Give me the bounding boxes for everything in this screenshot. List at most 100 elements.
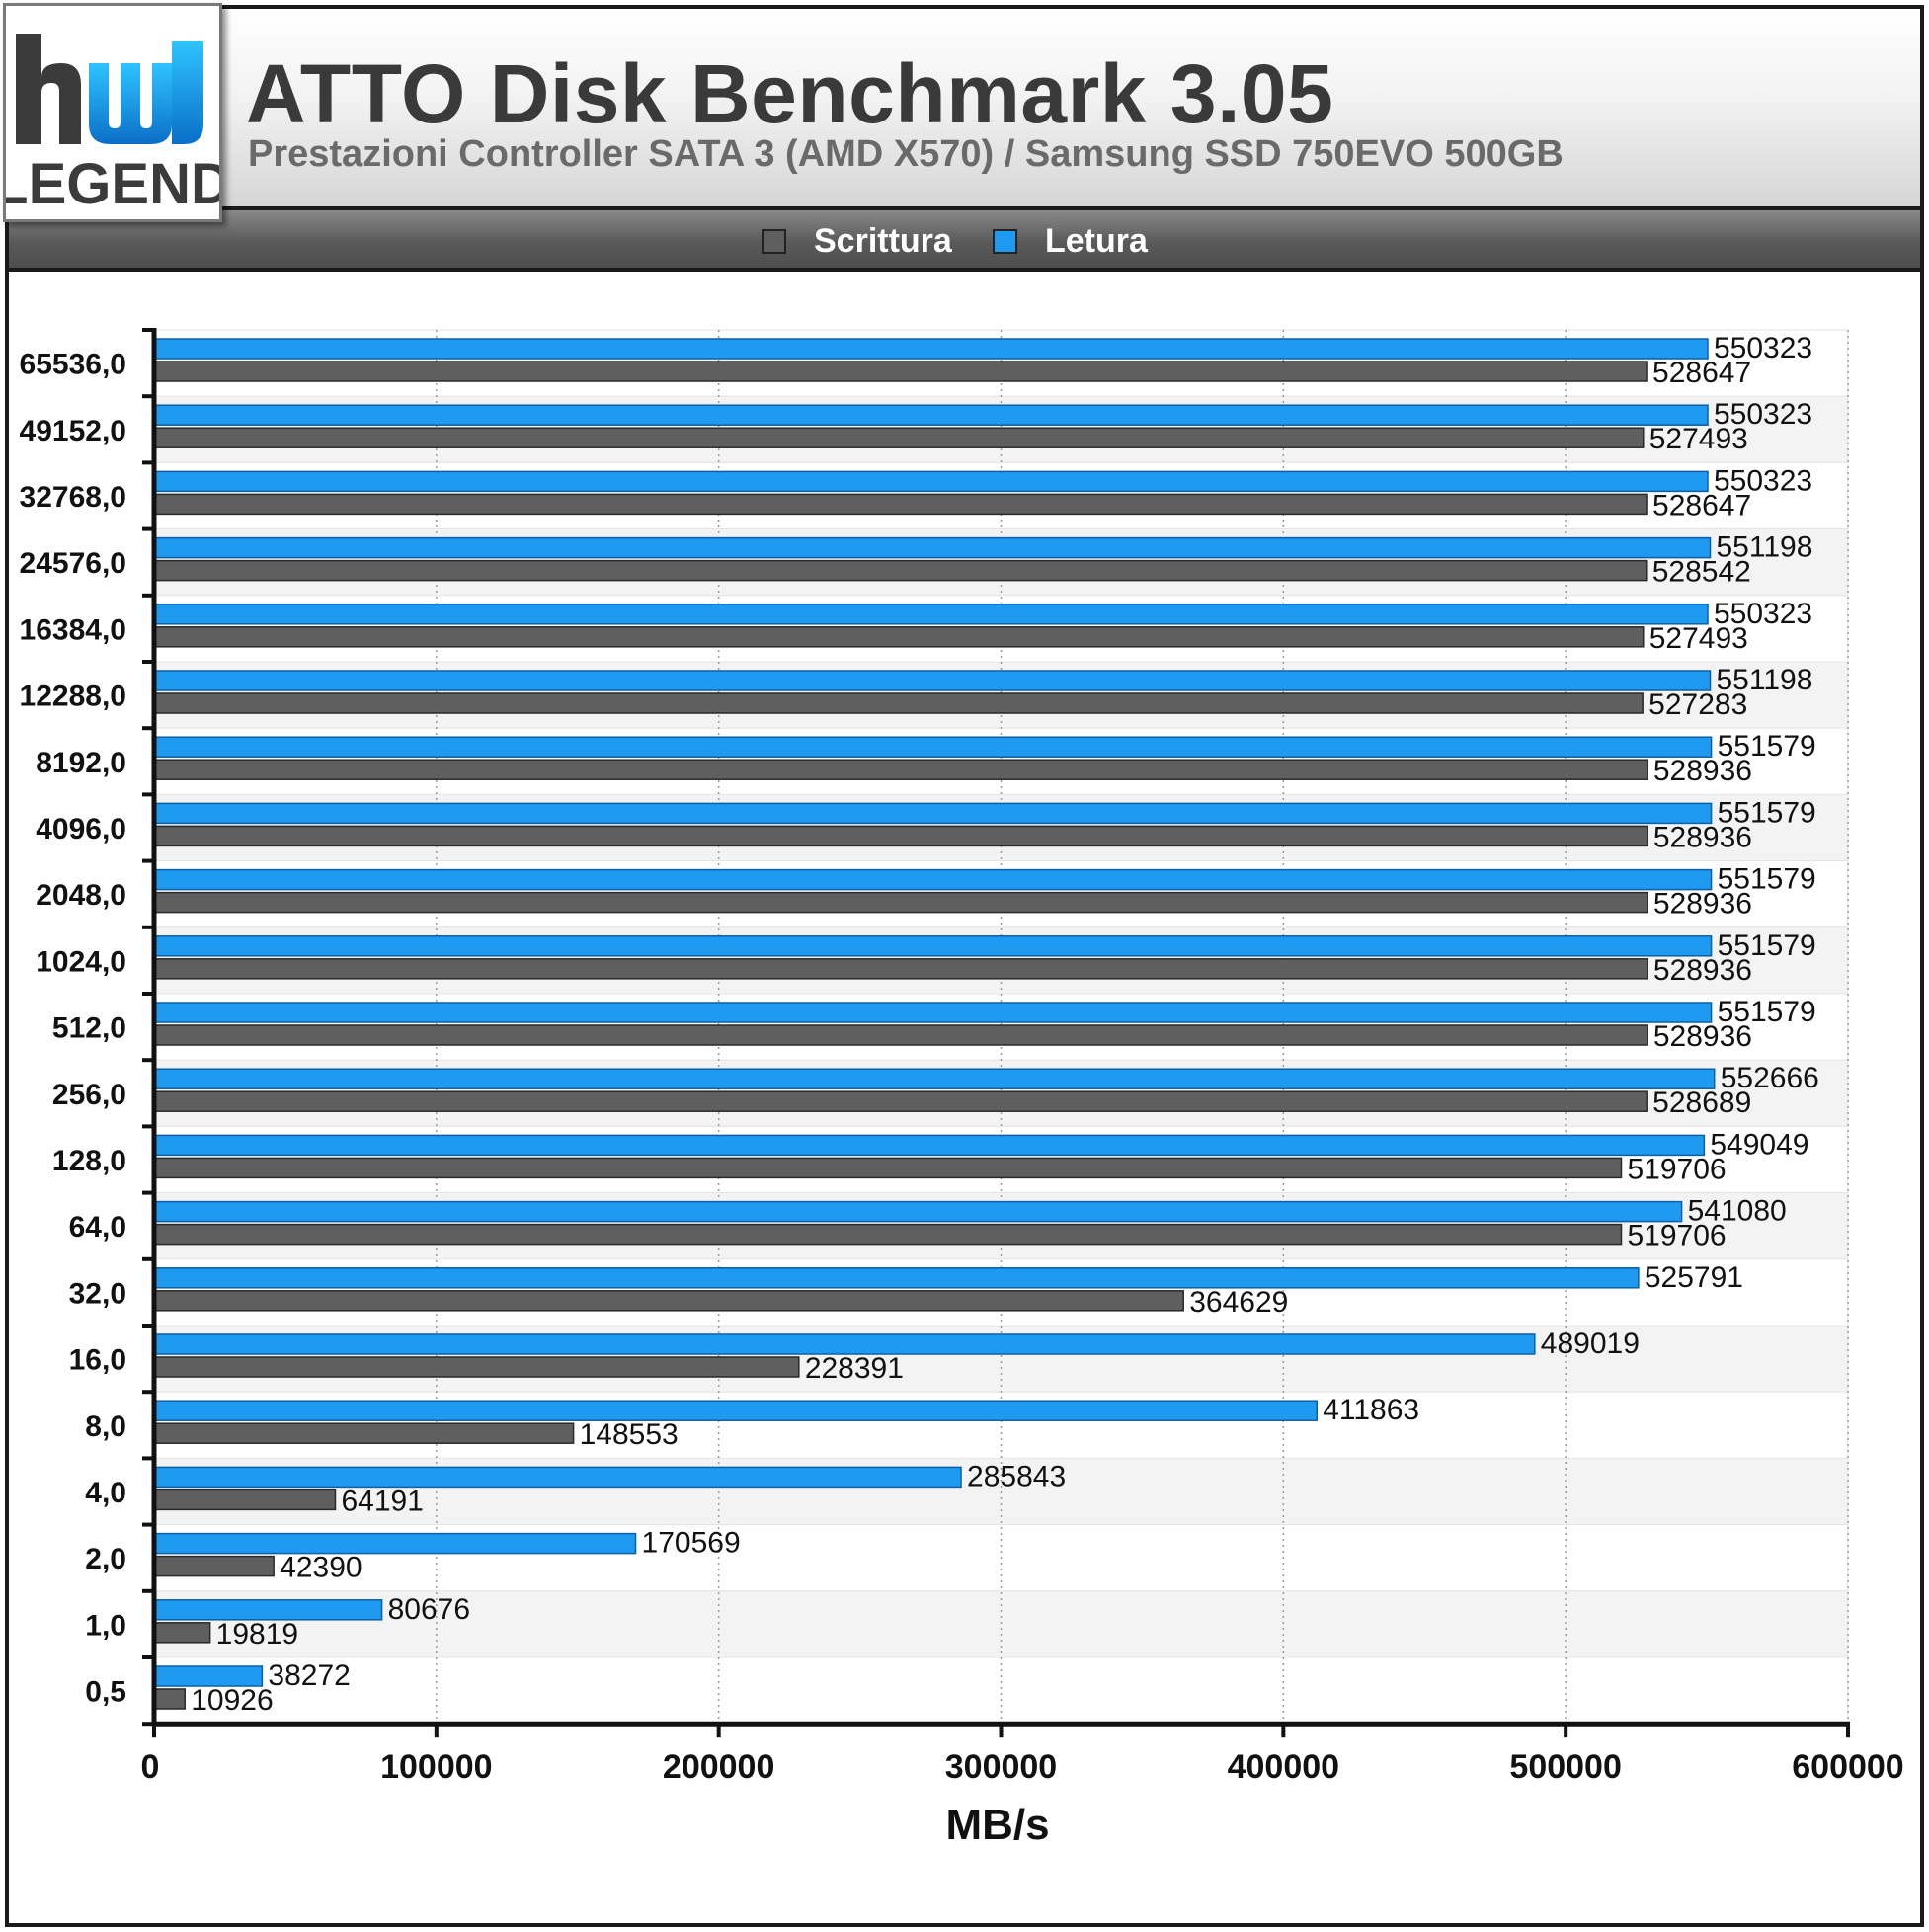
category-tick-label: 16,0 (69, 1344, 126, 1377)
data-label-letura: 170569 (642, 1527, 741, 1560)
bar-letura (154, 1268, 1639, 1288)
category-tick-label: 2,0 (85, 1543, 126, 1575)
data-label-scrittura: 228391 (805, 1352, 904, 1385)
bar-letura (154, 1401, 1317, 1420)
category-tick-label: 64,0 (69, 1211, 126, 1244)
data-label-scrittura: 528936 (1653, 888, 1752, 921)
x-tick-label: 0 (141, 1748, 160, 1786)
data-label-scrittura: 527283 (1648, 688, 1747, 721)
data-label-scrittura: 528647 (1652, 489, 1751, 522)
category-tick-label: 1024,0 (36, 945, 126, 978)
bar-letura (154, 471, 1708, 491)
data-label-scrittura: 528936 (1653, 954, 1752, 987)
category-tick-label: 256,0 (52, 1079, 126, 1111)
data-label-letura: 489019 (1541, 1328, 1640, 1360)
bar-letura (154, 339, 1708, 359)
bar-scrittura (154, 494, 1647, 514)
bar-scrittura (154, 1557, 274, 1576)
bar-scrittura (154, 693, 1643, 713)
bar-scrittura (154, 1158, 1621, 1177)
category-tick-label: 16384,0 (20, 613, 126, 646)
x-tick-label: 600000 (1792, 1748, 1903, 1786)
category-tick-label: 65536,0 (20, 349, 126, 381)
bar-scrittura (154, 428, 1644, 447)
logo-mark-icon: LEGEND (6, 6, 219, 219)
category-tick-label: 1,0 (85, 1609, 126, 1642)
bar-letura (154, 737, 1712, 757)
data-label-scrittura: 519706 (1627, 1153, 1726, 1185)
data-label-scrittura: 64191 (341, 1485, 423, 1517)
x-axis-title: MB/s (945, 1801, 1049, 1849)
data-label-scrittura: 19819 (216, 1618, 298, 1650)
data-label-scrittura: 528936 (1653, 755, 1752, 787)
x-tick-label: 100000 (380, 1748, 492, 1786)
bar-letura (154, 1534, 636, 1554)
bar-letura (154, 870, 1712, 890)
bar-scrittura (154, 826, 1648, 845)
bar-scrittura (154, 561, 1647, 581)
bar-letura (154, 604, 1708, 624)
category-tick-label: 8192,0 (36, 747, 126, 779)
data-label-scrittura: 528936 (1653, 1020, 1752, 1053)
category-tick-label: 49152,0 (20, 415, 126, 447)
data-label-scrittura: 528647 (1652, 357, 1751, 389)
x-tick-label: 500000 (1509, 1748, 1621, 1786)
bar-letura (154, 1600, 382, 1620)
bar-letura (154, 1135, 1704, 1155)
category-tick-label: 512,0 (52, 1012, 126, 1045)
bar-scrittura (154, 1225, 1621, 1245)
bar-letura (154, 1003, 1712, 1022)
data-label-scrittura: 42390 (280, 1552, 362, 1584)
bar-letura (154, 803, 1712, 823)
x-tick-label: 200000 (663, 1748, 774, 1786)
category-tick-label: 12288,0 (20, 681, 126, 713)
category-tick-label: 24576,0 (20, 547, 126, 580)
bar-scrittura (154, 1291, 1183, 1311)
category-tick-label: 8,0 (85, 1410, 126, 1443)
data-label-letura: 285843 (967, 1460, 1066, 1492)
category-tick-label: 32,0 (69, 1277, 126, 1310)
bar-scrittura (154, 1357, 799, 1377)
bar-letura (154, 1202, 1682, 1222)
data-label-scrittura: 528936 (1653, 821, 1752, 853)
category-tick-label: 0,5 (85, 1676, 126, 1709)
category-tick-label: 128,0 (52, 1145, 126, 1177)
bar-scrittura (154, 1623, 210, 1643)
bar-scrittura (154, 959, 1648, 979)
category-tick-label: 4,0 (85, 1477, 126, 1509)
bar-letura (154, 1069, 1715, 1088)
bar-scrittura (154, 1423, 574, 1443)
data-label-scrittura: 528542 (1652, 556, 1751, 589)
data-label-scrittura: 10926 (191, 1684, 273, 1717)
logo-text: LEGEND (6, 152, 219, 216)
data-label-scrittura: 527493 (1649, 622, 1748, 655)
bar-letura (154, 1666, 262, 1686)
bar-scrittura (154, 1489, 335, 1509)
bar-letura (154, 671, 1711, 690)
data-label-scrittura: 148553 (580, 1418, 679, 1451)
bar-scrittura (154, 1091, 1647, 1111)
data-label-letura: 80676 (388, 1593, 470, 1626)
bar-scrittura (154, 760, 1648, 779)
data-label-letura: 411863 (1323, 1394, 1419, 1426)
bar-letura (154, 1334, 1535, 1354)
data-label-scrittura: 528689 (1652, 1087, 1751, 1119)
bar-scrittura (154, 1025, 1648, 1045)
data-label-scrittura: 527493 (1649, 423, 1748, 455)
bar-scrittura (154, 362, 1647, 381)
category-tick-label: 4096,0 (36, 813, 126, 845)
site-logo: LEGEND (3, 3, 222, 222)
x-tick-label: 400000 (1228, 1748, 1339, 1786)
bar-letura (154, 405, 1708, 425)
data-label-letura: 38272 (268, 1659, 350, 1692)
row-band (154, 1657, 1848, 1724)
category-tick-label: 32768,0 (20, 481, 126, 514)
category-tick-label: 2048,0 (36, 879, 126, 912)
data-label-scrittura: 364629 (1189, 1286, 1288, 1319)
bar-scrittura (154, 627, 1644, 647)
bar-scrittura (154, 1689, 185, 1709)
data-label-scrittura: 519706 (1627, 1220, 1726, 1252)
bar-letura (154, 936, 1712, 956)
bar-letura (154, 538, 1711, 558)
